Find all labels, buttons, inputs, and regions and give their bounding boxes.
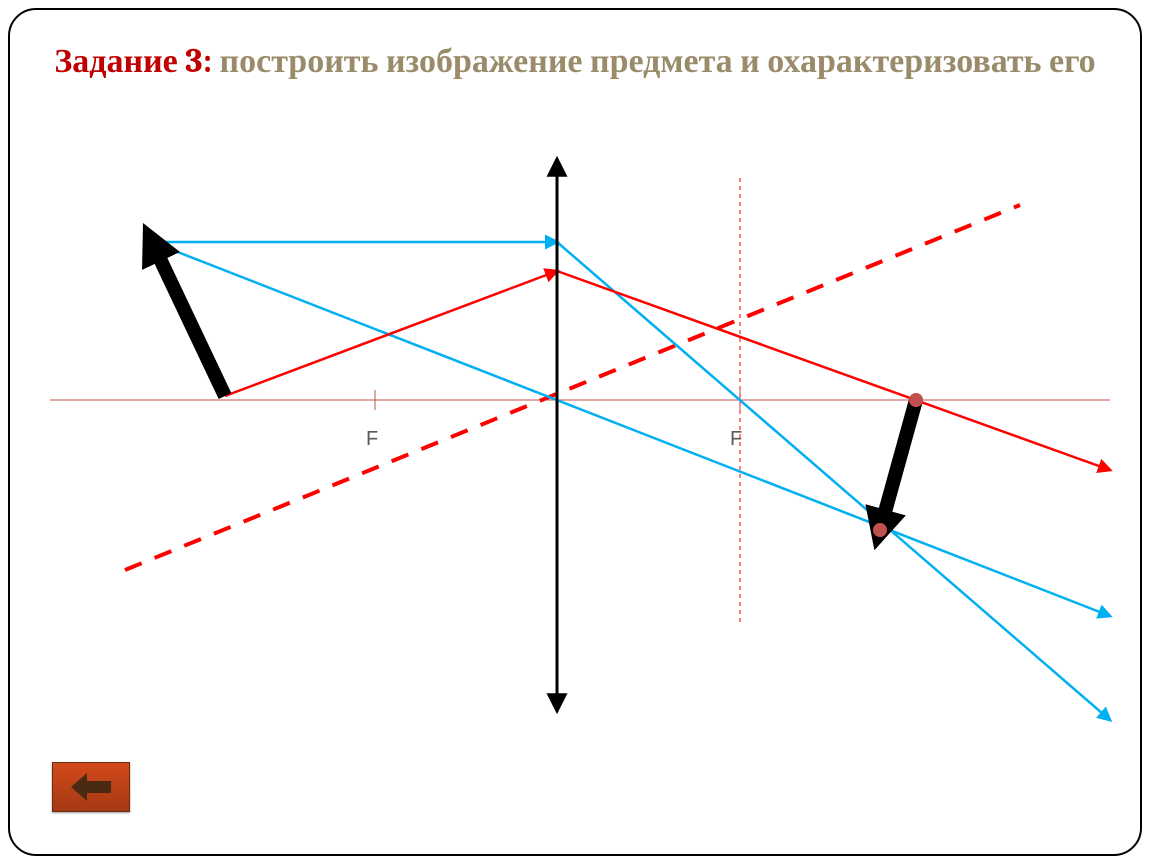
focal-label-left: F (366, 428, 378, 451)
ray-red-refracted (557, 271, 1110, 470)
ray-blue-refracted (557, 242, 1110, 720)
intersection-dot (873, 523, 887, 537)
slide-frame: Задание 3: построить изображение предмет… (8, 8, 1142, 856)
arrow-left-icon (71, 773, 111, 801)
optics-diagram (10, 10, 1142, 856)
focal-label-right: F (730, 428, 742, 451)
back-button[interactable] (52, 762, 130, 812)
intersection-dot (909, 393, 923, 407)
image-arrow (880, 400, 916, 530)
